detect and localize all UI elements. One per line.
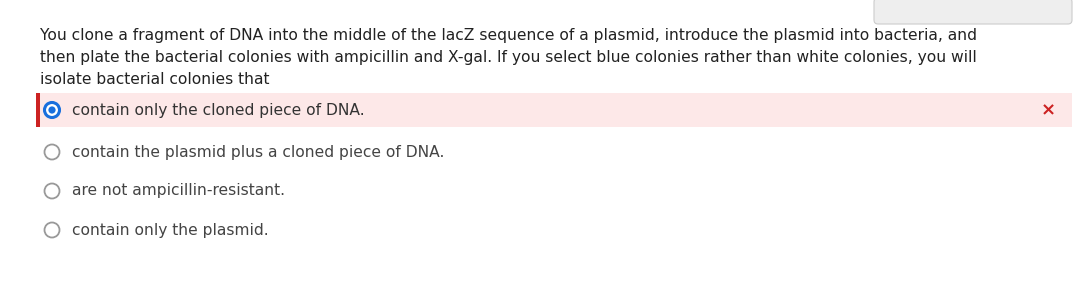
Circle shape xyxy=(44,145,59,159)
Text: ×: × xyxy=(1040,101,1055,119)
Text: contain the plasmid plus a cloned piece of DNA.: contain the plasmid plus a cloned piece … xyxy=(72,145,444,159)
Text: are not ampicillin-resistant.: are not ampicillin-resistant. xyxy=(72,184,285,198)
Text: isolate bacterial colonies that: isolate bacterial colonies that xyxy=(40,72,270,87)
Circle shape xyxy=(44,223,59,238)
Text: contain only the plasmid.: contain only the plasmid. xyxy=(72,223,268,238)
FancyBboxPatch shape xyxy=(36,93,40,127)
FancyBboxPatch shape xyxy=(36,93,1072,127)
Circle shape xyxy=(44,184,59,198)
Circle shape xyxy=(49,106,56,114)
Text: then plate the bacterial colonies with ampicillin and X-gal. If you select blue : then plate the bacterial colonies with a… xyxy=(40,50,977,65)
Circle shape xyxy=(44,103,59,117)
FancyBboxPatch shape xyxy=(874,0,1072,24)
Text: You clone a fragment of DNA into the middle of the lacZ sequence of a plasmid, i: You clone a fragment of DNA into the mid… xyxy=(40,28,977,43)
Text: contain only the cloned piece of DNA.: contain only the cloned piece of DNA. xyxy=(72,103,364,117)
